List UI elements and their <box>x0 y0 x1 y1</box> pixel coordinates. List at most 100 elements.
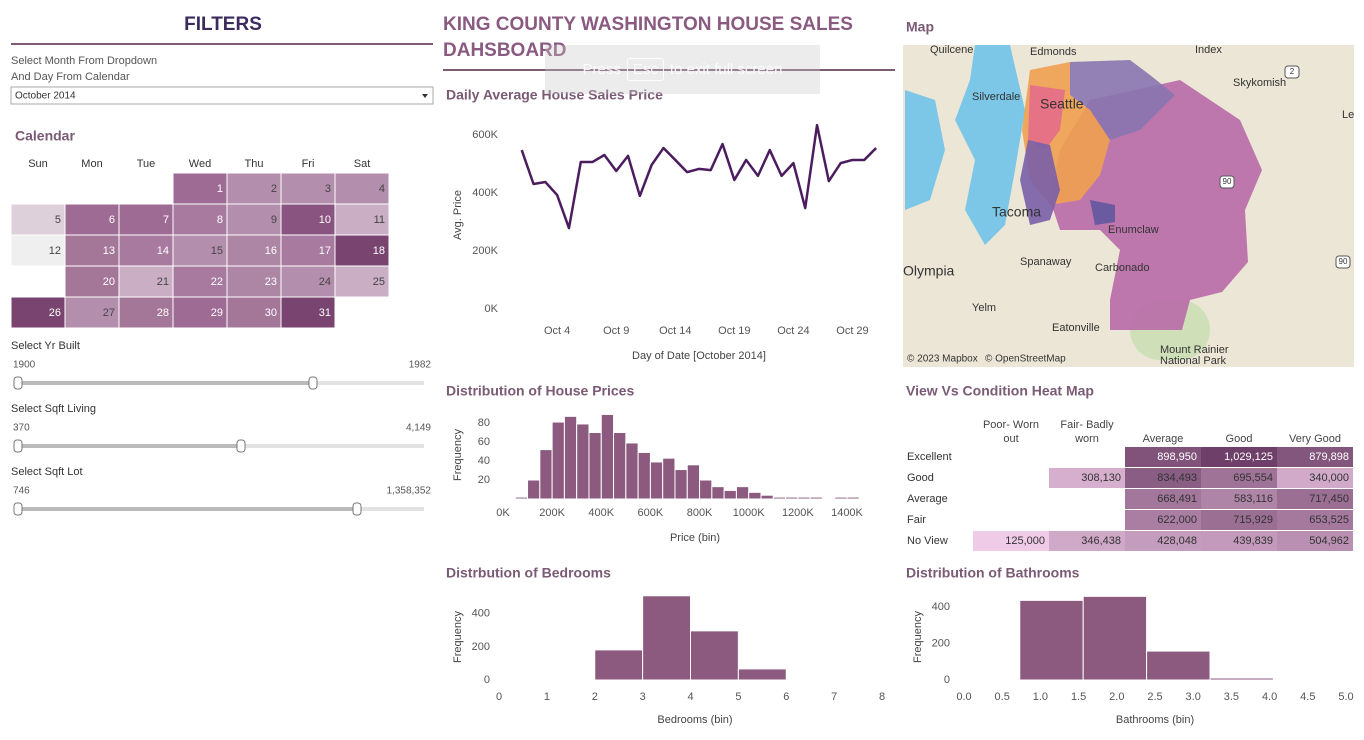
x-tick-label: 2.5 <box>1147 691 1162 703</box>
row-label: No View <box>903 530 973 552</box>
x-tick-label: 1.5 <box>1071 691 1086 703</box>
calendar-cell[interactable] <box>64 234 120 267</box>
calendar-cell[interactable] <box>226 203 282 236</box>
histogram-bar <box>699 479 713 500</box>
calendar-cell[interactable] <box>10 234 66 267</box>
heatmap-cell: 340,000 <box>1277 467 1353 489</box>
y-tick-label: 400 <box>932 601 950 613</box>
water <box>955 45 1025 245</box>
calendar-cell[interactable] <box>118 296 174 329</box>
histogram-bar <box>563 415 578 500</box>
y-tick-label: 200 <box>472 641 490 653</box>
calendar-cell[interactable] <box>280 296 336 329</box>
calendar-cell[interactable] <box>334 234 390 267</box>
calendar-day: 6 <box>109 214 115 226</box>
x-tick-label: 200K <box>539 507 565 519</box>
calendar-cell[interactable] <box>334 203 390 236</box>
calendar-cell[interactable] <box>64 265 120 298</box>
x-tick-label: 800K <box>687 507 713 519</box>
calendar-cell[interactable] <box>334 265 390 298</box>
weekday: Sun <box>28 158 48 170</box>
histogram-bar <box>797 496 811 500</box>
heatmap-cell: 653,525 <box>1277 509 1353 531</box>
histogram-bar <box>514 496 529 500</box>
calendar-cell[interactable] <box>280 203 336 236</box>
calendar-day: 27 <box>103 307 115 319</box>
calendar-day: 31 <box>319 307 331 319</box>
histogram-bar <box>846 496 860 500</box>
notice-text: to exit full screen <box>669 61 783 78</box>
month-dropdown[interactable] <box>10 86 434 105</box>
calendar-day: 1 <box>217 183 223 195</box>
place-label: Spanaway <box>1020 256 1072 268</box>
heatmap-row: Average 668,491 583,116 717,450 <box>903 488 1353 510</box>
region <box>1070 60 1175 140</box>
slider-handle[interactable] <box>352 502 362 516</box>
heatmap-cell: 583,116 <box>1201 488 1277 510</box>
x-tick-label: 1200K <box>782 507 814 519</box>
weekday: Sat <box>354 158 371 170</box>
slider-handle[interactable] <box>308 376 318 390</box>
calendar-day: 30 <box>265 307 277 319</box>
slider-handle[interactable] <box>13 502 23 516</box>
calendar-cell[interactable] <box>172 296 228 329</box>
heatmap-cell: 125,000 <box>973 530 1049 552</box>
slider-handle[interactable] <box>13 439 23 453</box>
calendar-day: 18 <box>373 245 385 257</box>
x-tick-label: 8 <box>879 691 885 703</box>
calendar-day: 17 <box>319 245 331 257</box>
prompt: And Day From Calendar <box>11 71 130 83</box>
calendar-cell[interactable] <box>280 172 336 205</box>
calendar-cell[interactable] <box>226 172 282 205</box>
column-label: Very Good <box>1277 412 1353 447</box>
y-tick-label: 200 <box>932 638 950 650</box>
x-tick-label: 0K <box>496 507 510 519</box>
x-tick-label: Oct 4 <box>544 325 570 337</box>
notice-key: Esc <box>626 58 664 81</box>
calendar-cell[interactable] <box>226 234 282 267</box>
histogram-bar <box>760 494 774 500</box>
x-tick-label: 400K <box>588 507 614 519</box>
region <box>1028 85 1065 150</box>
column-label: Average <box>1125 412 1201 447</box>
x-tick-label: Oct 29 <box>836 325 868 337</box>
histogram-bar <box>539 449 553 500</box>
slider-handle[interactable] <box>236 439 246 453</box>
calendar-cell[interactable] <box>226 296 282 329</box>
histogram-bar <box>1146 650 1211 681</box>
x-tick-label: 0 <box>496 691 502 703</box>
histogram-bar <box>527 479 541 500</box>
calendar-cell[interactable] <box>172 203 228 236</box>
calendar-cell[interactable] <box>280 234 336 267</box>
calendar-cell[interactable] <box>64 203 120 236</box>
route-shield <box>1335 255 1351 269</box>
slider-label: Select Sqft Lot <box>11 466 83 478</box>
calendar-day: 21 <box>157 276 169 288</box>
x-tick-label: 3.5 <box>1224 691 1239 703</box>
heatmap: Poor- Worn out Fair- Badly worn Average Goo… <box>903 412 1353 552</box>
notice-text: Press <box>582 61 621 78</box>
slider-handle[interactable] <box>13 376 23 390</box>
filters-title: FILTERS <box>184 14 262 35</box>
place-label: Le <box>1342 109 1354 121</box>
calendar-day: 22 <box>211 276 223 288</box>
calendar-cell[interactable] <box>334 172 390 205</box>
x-tick-label: 0.0 <box>956 691 971 703</box>
weekday: Fri <box>302 158 315 170</box>
heatmap-cell: 695,554 <box>1201 467 1277 489</box>
place-label: Olympia <box>903 263 955 279</box>
x-tick-label: 1.0 <box>1033 691 1048 703</box>
map[interactable] <box>903 45 1354 367</box>
calendar-cell[interactable] <box>172 265 228 298</box>
calendar-cell[interactable] <box>172 172 228 205</box>
calendar-cell[interactable] <box>64 296 120 329</box>
x-tick-label: Oct 19 <box>718 325 750 337</box>
calendar-cell[interactable] <box>118 234 174 267</box>
calendar-cell[interactable] <box>118 265 174 298</box>
heatmap-row: Excellent 898,950 1,029,125 879,898 <box>903 446 1353 468</box>
slider-max: 4,149 <box>406 423 431 434</box>
place-label: Tacoma <box>992 204 1041 220</box>
place-label: Eatonville <box>1052 322 1100 334</box>
y-tick-label: 0 <box>484 674 490 686</box>
region <box>1020 140 1060 225</box>
